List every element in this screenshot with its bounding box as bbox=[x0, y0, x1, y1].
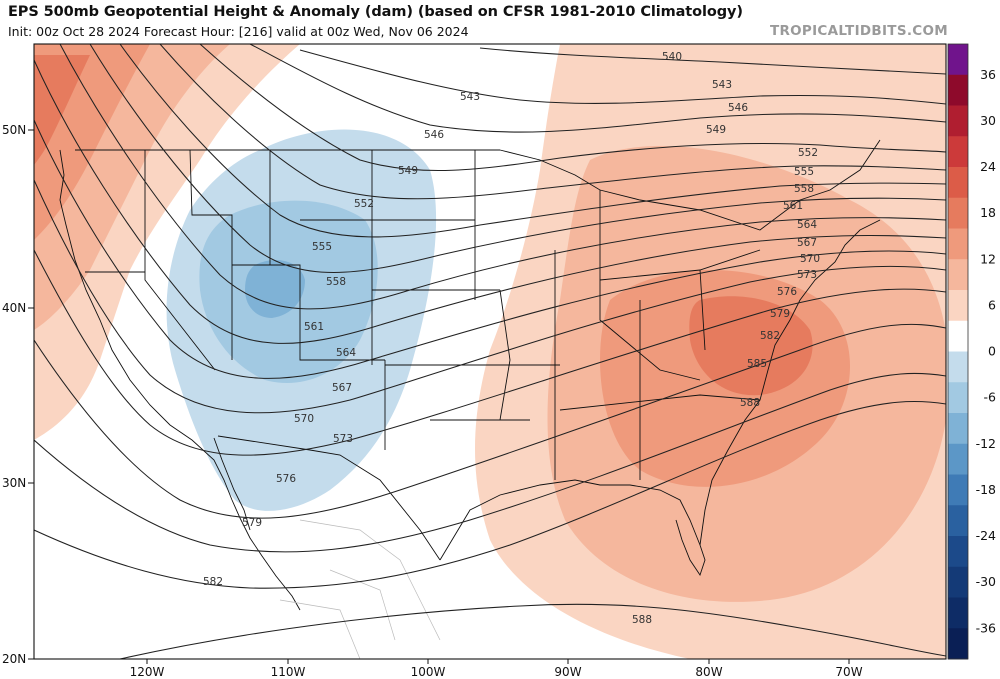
contour-label-573: 573 bbox=[333, 433, 353, 445]
colorbar-tick-label: -18 bbox=[976, 482, 996, 497]
contour-label-564: 564 bbox=[797, 219, 817, 231]
lat-labels: 50N 40N 30N 20N bbox=[2, 123, 26, 666]
colorbar-labels: 36 30 24 18 12 6 0 -6 -12 -18 -24 -30 -36 bbox=[976, 67, 996, 636]
lon-label-100w: 100W bbox=[411, 665, 446, 679]
contour-label-567: 567 bbox=[332, 382, 352, 394]
contour-label-564: 564 bbox=[336, 347, 356, 359]
colorbar-segment bbox=[948, 597, 968, 629]
colorbar-segment bbox=[948, 167, 968, 199]
colorbar-segment bbox=[948, 228, 968, 260]
contour-label-561: 561 bbox=[783, 200, 803, 212]
colorbar-segment bbox=[948, 74, 968, 106]
map-area bbox=[34, 44, 946, 659]
contour-label-555: 555 bbox=[794, 166, 814, 178]
colorbar-segment bbox=[948, 351, 968, 383]
lat-label-20n: 20N bbox=[2, 652, 26, 666]
positive-anomaly-east bbox=[475, 44, 946, 659]
contour-label-549: 549 bbox=[398, 165, 418, 177]
lon-label-80w: 80W bbox=[695, 665, 722, 679]
colorbar-tick-label: 0 bbox=[988, 344, 996, 359]
lat-label-50n: 50N bbox=[2, 123, 26, 137]
map-subtitle: Init: 00z Oct 28 2024 Forecast Hour: [21… bbox=[8, 24, 469, 39]
lon-label-110w: 110W bbox=[271, 665, 306, 679]
colorbar-tick-label: 24 bbox=[980, 159, 996, 174]
colorbar-segment bbox=[948, 443, 968, 475]
colorbar-segment bbox=[948, 197, 968, 229]
colorbar bbox=[947, 43, 969, 660]
contour-label-552: 552 bbox=[354, 198, 374, 210]
colorbar-tick-label: 36 bbox=[980, 67, 996, 82]
contour-label-552: 552 bbox=[798, 147, 818, 159]
contour-label-540: 540 bbox=[662, 51, 682, 63]
contour-label-567: 567 bbox=[797, 237, 817, 249]
contour-label-582: 582 bbox=[203, 576, 223, 588]
contour-labels: 5405435435465465495495525525555555585585… bbox=[203, 51, 820, 626]
lat-label-30n: 30N bbox=[2, 476, 26, 490]
height-contours bbox=[34, 44, 946, 659]
brand-watermark: TROPICALTIDBITS.COM bbox=[769, 23, 948, 39]
colorbar-tick-label: -12 bbox=[976, 436, 996, 451]
contour-label-549: 549 bbox=[706, 124, 726, 136]
colorbar-segment bbox=[948, 536, 968, 568]
map-frame bbox=[33, 43, 947, 660]
contour-label-570: 570 bbox=[800, 253, 820, 265]
colorbar-segment bbox=[948, 105, 968, 137]
colorbar-tick-label: 12 bbox=[980, 251, 996, 266]
contour-label-573: 573 bbox=[797, 269, 817, 281]
colorbar-segment bbox=[948, 413, 968, 445]
lon-label-120w: 120W bbox=[130, 665, 165, 679]
contour-label-576: 576 bbox=[276, 473, 296, 485]
colorbar-segment bbox=[948, 320, 968, 352]
colorbar-tick-label: -30 bbox=[976, 574, 996, 589]
contour-label-585: 585 bbox=[747, 358, 767, 370]
lon-labels: 120W 110W 100W 90W 80W 70W bbox=[130, 665, 863, 679]
colorbar-tick-label: -36 bbox=[976, 620, 996, 635]
colorbar-segment bbox=[948, 259, 968, 291]
contour-label-546: 546 bbox=[728, 102, 748, 114]
contour-label-543: 543 bbox=[712, 79, 732, 91]
colorbar-tick-label: -24 bbox=[976, 528, 996, 543]
contour-label-558: 558 bbox=[326, 276, 346, 288]
mexico-states bbox=[279, 519, 441, 659]
axis-ticks bbox=[28, 129, 850, 664]
colorbar-segment bbox=[948, 628, 968, 660]
colorbar-tick-label: 30 bbox=[980, 113, 996, 128]
contour-label-582: 582 bbox=[760, 330, 780, 342]
colorbar-tick-label: 18 bbox=[980, 205, 996, 220]
colorbar-segment bbox=[948, 474, 968, 506]
lon-label-90w: 90W bbox=[554, 665, 581, 679]
colorbar-segment bbox=[948, 382, 968, 414]
colorbar-segment bbox=[948, 44, 968, 76]
colorbar-segment bbox=[948, 136, 968, 168]
contour-label-561: 561 bbox=[304, 321, 324, 333]
contour-label-570: 570 bbox=[294, 413, 314, 425]
contour-label-555: 555 bbox=[312, 241, 332, 253]
lat-label-40n: 40N bbox=[2, 301, 26, 315]
colorbar-segment bbox=[948, 566, 968, 598]
colorbar-tick-label: -6 bbox=[984, 390, 997, 405]
contour-label-576: 576 bbox=[777, 286, 797, 298]
colorbar-frame bbox=[947, 43, 969, 660]
map-title: EPS 500mb Geopotential Height & Anomaly … bbox=[8, 4, 743, 20]
contour-label-588: 588 bbox=[740, 397, 760, 409]
contour-label-546: 546 bbox=[424, 129, 444, 141]
contour-label-579: 579 bbox=[770, 308, 790, 320]
colorbar-segment bbox=[948, 505, 968, 537]
borders bbox=[59, 139, 881, 611]
colorbar-segment bbox=[948, 290, 968, 322]
contour-label-543: 543 bbox=[460, 91, 480, 103]
contour-label-588: 588 bbox=[632, 614, 652, 626]
contour-label-579: 579 bbox=[242, 517, 262, 529]
lon-label-70w: 70W bbox=[835, 665, 862, 679]
colorbar-tick-label: 6 bbox=[988, 297, 996, 312]
contour-label-558: 558 bbox=[794, 183, 814, 195]
positive-anomaly-northwest bbox=[34, 44, 300, 440]
